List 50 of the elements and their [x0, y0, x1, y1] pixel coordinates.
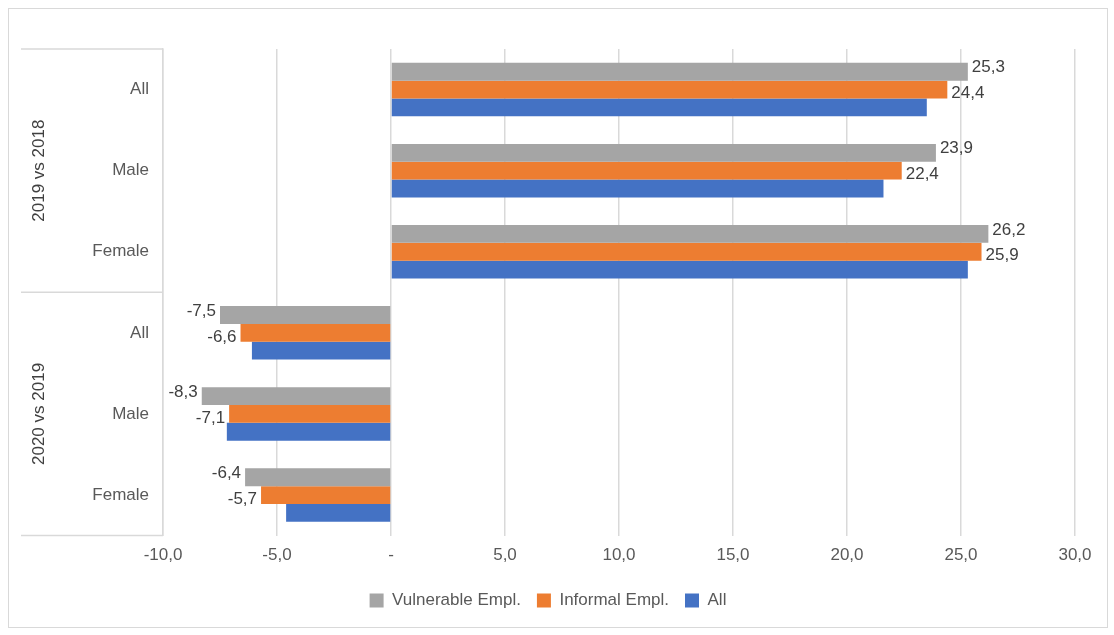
- data-label: -7,5: [186, 300, 216, 320]
- bar: [245, 468, 391, 487]
- bar: [391, 260, 968, 279]
- x-tick-label: 15,0: [716, 545, 750, 565]
- bar: [286, 503, 391, 522]
- x-tick-label: 20,0: [830, 545, 864, 565]
- x-tick-label: -5,0: [262, 545, 292, 565]
- data-label: 24,4: [951, 83, 985, 103]
- data-label: 22,4: [905, 164, 939, 184]
- data-label: 25,3: [971, 57, 1005, 77]
- x-tick-label: -10,0: [143, 545, 183, 565]
- data-label: -6,4: [211, 462, 242, 482]
- legend-label: Informal Empl.: [559, 590, 670, 610]
- y-tick-label: Female: [92, 241, 149, 261]
- bar: [261, 486, 391, 504]
- bar: [391, 98, 927, 117]
- bar: [240, 323, 391, 342]
- bar: [391, 224, 989, 243]
- y-tick-label: All: [130, 79, 149, 99]
- data-label: -7,1: [195, 407, 226, 427]
- data-label: 25,9: [985, 245, 1019, 265]
- bar: [201, 387, 391, 406]
- x-tick-label: 30,0: [1058, 545, 1092, 565]
- bar: [391, 179, 884, 198]
- text: 2019 vs 2018: [28, 119, 48, 222]
- legend-label: Vulnerable Empl.: [392, 590, 521, 610]
- bar: [220, 306, 391, 324]
- x-tick-label: 25,0: [944, 545, 978, 565]
- bar: [391, 62, 968, 81]
- data-label: -5,7: [227, 488, 258, 508]
- bar: [229, 405, 391, 423]
- bar: [251, 341, 391, 360]
- data-label: 23,9: [939, 138, 974, 158]
- bar: [226, 422, 391, 441]
- y-tick-label: Female: [92, 484, 149, 504]
- y-tick-label: Male: [112, 403, 149, 423]
- y-tick-label: Male: [112, 160, 149, 180]
- bar: [391, 80, 948, 99]
- y-tick-label: All: [130, 322, 149, 342]
- data-label: -6,6: [207, 326, 237, 346]
- x-tick-label: -: [388, 545, 394, 565]
- bar: [391, 161, 902, 180]
- data-label: -8,3: [168, 381, 198, 401]
- data-label: 26,2: [992, 219, 1026, 239]
- legend-label: All: [707, 590, 727, 610]
- text: 2020 vs 2019: [28, 362, 48, 465]
- bar: [391, 143, 936, 162]
- bar: [391, 242, 982, 261]
- x-tick-label: 5,0: [493, 545, 517, 565]
- x-tick-label: 10,0: [602, 545, 636, 565]
